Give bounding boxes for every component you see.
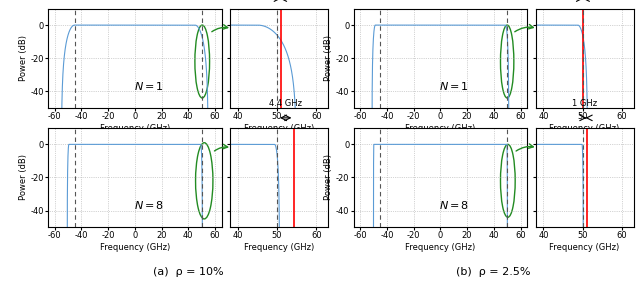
X-axis label: Frequency (GHz): Frequency (GHz) [100,243,170,252]
Text: $N = 8$: $N = 8$ [439,199,469,211]
X-axis label: Frequency (GHz): Frequency (GHz) [405,243,476,252]
Text: $N = 1$: $N = 1$ [439,80,469,92]
Y-axis label: Power (dB): Power (dB) [324,154,333,201]
Text: 4.4 GHz: 4.4 GHz [269,99,302,108]
X-axis label: Frequency (GHz): Frequency (GHz) [405,124,476,133]
Y-axis label: Power (dB): Power (dB) [19,35,28,81]
X-axis label: Frequency (GHz): Frequency (GHz) [550,124,620,133]
Text: 1 GHz: 1 GHz [572,99,597,108]
Y-axis label: Power (dB): Power (dB) [324,35,333,81]
X-axis label: Frequency (GHz): Frequency (GHz) [244,124,314,133]
X-axis label: Frequency (GHz): Frequency (GHz) [244,243,314,252]
Text: $N = 1$: $N = 1$ [134,80,164,92]
Text: (b)  ρ = 2.5%: (b) ρ = 2.5% [456,268,531,277]
Text: $N = 8$: $N = 8$ [134,199,164,211]
Y-axis label: Power (dB): Power (dB) [19,154,28,201]
X-axis label: Frequency (GHz): Frequency (GHz) [100,124,170,133]
Text: (a)  ρ = 10%: (a) ρ = 10% [153,268,223,277]
X-axis label: Frequency (GHz): Frequency (GHz) [550,243,620,252]
